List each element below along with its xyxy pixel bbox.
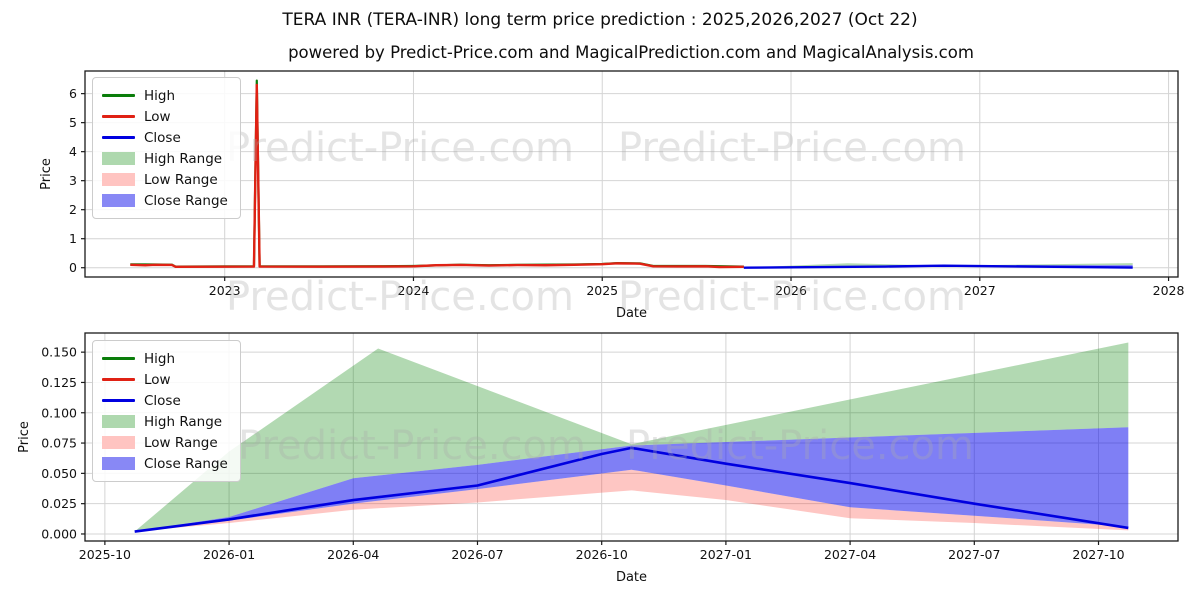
y-tick-label: 0.050 (41, 466, 77, 481)
legend-item: High (102, 85, 228, 106)
y-tick-label: 3 (69, 173, 77, 188)
legend-item: Low (102, 369, 228, 390)
legend-label: Low (144, 371, 171, 388)
y-tick-label: 1 (69, 231, 77, 246)
y-tick-label: 0.100 (41, 405, 77, 420)
y-tick-label: 0.150 (41, 345, 77, 360)
y-tick-label: 5 (69, 115, 77, 130)
y-tick-label: 2 (69, 202, 77, 217)
legend-swatch-close-range (102, 194, 135, 207)
overview-chart: 2023 2024 2025 2026 2027 2028 0 1 2 3 4 5 6 Date Price (39, 70, 1185, 321)
legend-swatch-high (102, 357, 135, 360)
y-tick-label: 0.125 (41, 375, 77, 390)
x-tick-label: 2026-07 (451, 547, 503, 562)
x-tick-label: 2025-10 (79, 547, 131, 562)
plot-border (84, 332, 1179, 542)
legend-swatch-high-range (102, 415, 135, 428)
legend-item: Close (102, 390, 228, 411)
plot-border (84, 70, 1179, 278)
high-range-area (743, 263, 1133, 268)
legend-swatch-low (102, 115, 135, 118)
legend-label: High (144, 350, 176, 367)
high-range-area (134, 342, 1129, 532)
series-line-close (134, 446, 1129, 533)
close-range-area (134, 427, 1129, 532)
y-axis-label: Price (17, 421, 32, 453)
y-axis-label: Price (39, 158, 54, 190)
x-tick-label: 2027-10 (1072, 547, 1124, 562)
legend-item: Close Range (102, 190, 228, 211)
legend-label: Low (144, 108, 171, 125)
x-tick-label: 2024 (398, 283, 430, 298)
low-range-area (134, 469, 1129, 532)
x-tick-label: 2027 (964, 283, 996, 298)
y-tick-label: 0.025 (41, 496, 77, 511)
x-tick-label: 2028 (1153, 283, 1185, 298)
legend-swatch-high-range (102, 152, 135, 165)
legend-label: Close (144, 392, 181, 409)
legend-label: High Range (144, 413, 223, 430)
legend-item: High Range (102, 411, 228, 432)
legend-item: Low Range (102, 169, 228, 190)
legend-item: High Range (102, 148, 228, 169)
legend-label: High (144, 87, 176, 104)
legend-label: Close Range (144, 192, 228, 209)
page-subtitle: powered by Predict-Price.com and Magical… (288, 43, 974, 62)
legend-item: Low Range (102, 432, 228, 453)
x-tick-label: 2026-01 (203, 547, 255, 562)
legend-label: High Range (144, 150, 223, 167)
legend-item: Close (102, 127, 228, 148)
legend-label: Close (144, 129, 181, 146)
page-title: TERA INR (TERA-INR) long term price pred… (282, 10, 918, 30)
x-tick-label: 2027-07 (948, 547, 1000, 562)
x-tick-label: 2027-04 (824, 547, 876, 562)
prediction-chart: 2025-10 2026-01 2026-04 2026-07 2026-10 2027-… (17, 332, 1179, 585)
x-axis-label: Date (616, 306, 647, 321)
legend-item: Close Range (102, 453, 228, 474)
x-tick-label: 2026-10 (576, 547, 628, 562)
y-tick-label: 0.000 (41, 526, 77, 541)
legend-label: Close Range (144, 455, 228, 472)
y-tick-label: 0.075 (41, 436, 77, 451)
legend-label: Low Range (144, 434, 218, 451)
x-tick-label: 2027-01 (700, 547, 752, 562)
x-axis-label: Date (616, 570, 647, 585)
legend-swatch-low-range (102, 436, 135, 449)
series-line-close (743, 264, 1133, 269)
y-tick-label: 4 (69, 144, 77, 159)
overview-legend: High Low Close High Range Low Range Close Ran… (92, 77, 241, 219)
legend-swatch-high (102, 94, 135, 97)
y-tick-label: 6 (69, 86, 77, 101)
prediction-legend: High Low Close High Range Low Range Close Ran… (92, 340, 241, 482)
legend-swatch-close-range (102, 457, 135, 470)
legend-item: High (102, 348, 228, 369)
x-tick-label: 2025 (586, 283, 618, 298)
legend-swatch-low (102, 378, 135, 381)
y-tick-label: 0 (69, 260, 77, 275)
x-tick-label: 2026-04 (327, 547, 379, 562)
x-tick-label: 2023 (209, 283, 241, 298)
series-line-low (130, 83, 744, 269)
x-tick-label: 2026 (775, 283, 807, 298)
legend-swatch-low-range (102, 173, 135, 186)
legend-label: Low Range (144, 171, 218, 188)
legend-swatch-close (102, 399, 135, 402)
legend-item: Low (102, 106, 228, 127)
legend-swatch-close (102, 136, 135, 139)
